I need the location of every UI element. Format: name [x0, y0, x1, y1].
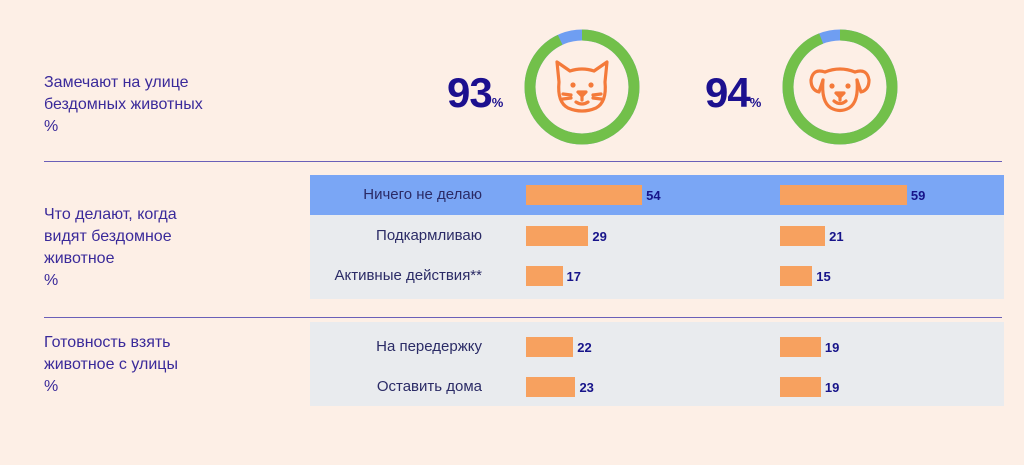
cats-notice-unit: % [491, 95, 504, 110]
dogs-value-label: 19 [824, 340, 840, 355]
cats-value-label: 22 [577, 340, 592, 355]
dogs-notice-value: 94% [705, 72, 761, 124]
cats-bar [526, 337, 574, 357]
dogs-value-label: 19 [824, 380, 840, 395]
dogs-donut-value-slice [782, 29, 898, 145]
notice-label-line: бездомных животных [44, 96, 203, 113]
category-label: Подкармливаю [376, 227, 482, 244]
dogs-bar [780, 337, 821, 357]
adopt-label-line: % [44, 378, 59, 395]
notice-label-line: Замечают на улице [44, 74, 189, 91]
actions-section-label: Что делают, когда видят бездомное животн… [44, 204, 284, 292]
dogs-notice-unit: % [749, 95, 762, 110]
actions-label-line: животное [44, 250, 115, 267]
cats-donut-ring [524, 29, 640, 145]
dogs-donut-ring [782, 29, 898, 145]
category-label: Активные действия** [334, 267, 482, 284]
actions-label-line: видят бездомное [44, 228, 172, 245]
dogs-bar [780, 226, 826, 246]
cats-bar [526, 185, 643, 205]
notice-label-line: % [44, 118, 59, 135]
cats-notice-value: 93% [447, 72, 503, 124]
dogs-notice-number: 94 [705, 69, 751, 116]
actions-label-line: Что делают, когда [44, 206, 177, 223]
dogs-value-label: 59 [910, 188, 926, 203]
dogs-bar [780, 377, 821, 397]
cats-notice-number: 93 [447, 69, 493, 116]
cat-icon [555, 60, 609, 113]
cats-bar [526, 266, 563, 286]
notice-section-label: Замечают на улице бездомных животных % [44, 72, 284, 138]
dogs-bar [780, 266, 813, 286]
cats-value-label: 17 [566, 269, 582, 284]
cats-value-label: 29 [592, 229, 607, 244]
dogs-value-label: 21 [829, 229, 844, 244]
divider [44, 317, 1002, 318]
actions-label-line: % [44, 272, 59, 289]
dog-icon [809, 67, 871, 113]
adopt-label-line: Готовность взять [44, 334, 171, 351]
cats-bar [526, 226, 589, 246]
adopt-section-label: Готовность взять животное с улицы % [44, 332, 284, 398]
adopt-label-line: животное с улицы [44, 356, 178, 373]
adopt-panel [310, 322, 1004, 406]
cats-donut-value-slice [524, 29, 640, 145]
cats-donut [524, 29, 640, 145]
category-label: На передержку [376, 338, 482, 355]
category-label: Оставить дома [376, 378, 482, 395]
dogs-value-label: 15 [816, 269, 831, 284]
category-label: Ничего не делаю [363, 186, 482, 203]
divider [44, 161, 1002, 162]
cats-value-label: 54 [646, 188, 661, 203]
cats-bar [526, 377, 576, 397]
cats-value-label: 23 [579, 380, 594, 395]
actions-panel [310, 215, 1004, 299]
dogs-bar [780, 185, 907, 205]
dogs-donut [782, 29, 898, 145]
